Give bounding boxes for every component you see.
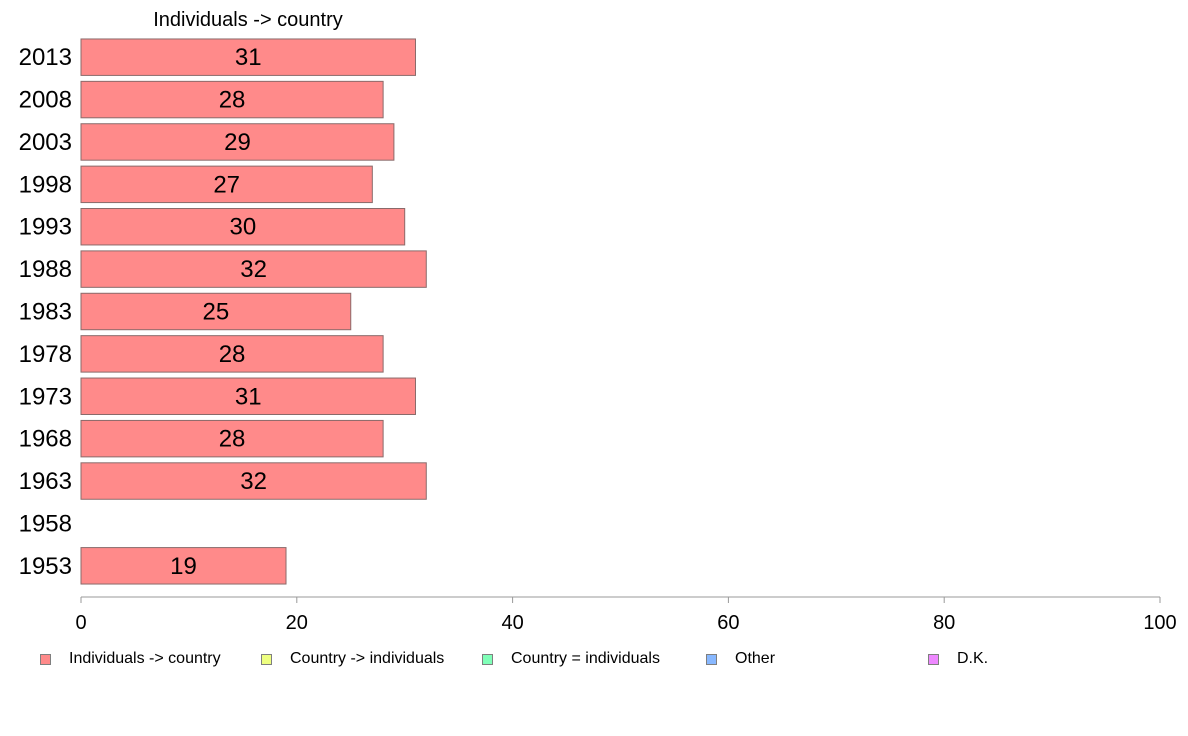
- legend-item: Other: [706, 650, 775, 668]
- y-tick-label: 1968: [19, 426, 72, 453]
- y-tick-label: 1978: [19, 341, 72, 368]
- data-label: 32: [240, 256, 267, 283]
- y-tick-label: 1958: [19, 510, 72, 537]
- y-tick-label: 2003: [19, 129, 72, 156]
- x-tick-label: 0: [75, 612, 86, 634]
- bar: [80, 377, 416, 415]
- data-label: 28: [219, 426, 246, 453]
- bar: [80, 462, 427, 500]
- y-tick-label: 2013: [19, 44, 72, 71]
- x-tick-label: 100: [1143, 612, 1176, 634]
- bar: [80, 165, 373, 204]
- legend-swatch: [706, 653, 717, 665]
- data-label: 19: [170, 553, 197, 580]
- y-tick-label: 2008: [19, 87, 72, 114]
- x-tick-label: 20: [286, 612, 308, 634]
- chart-title: Individuals -> country: [153, 9, 343, 31]
- legend-item: Individuals -> country: [40, 650, 221, 668]
- bar: [80, 335, 384, 373]
- x-tick-label: 80: [933, 612, 955, 634]
- x-tick-label: 40: [501, 612, 523, 634]
- legend-swatch: [261, 653, 272, 665]
- bar: [80, 547, 287, 585]
- data-label: 32: [240, 468, 267, 495]
- legend-swatch: [40, 653, 51, 665]
- bar: [80, 38, 416, 76]
- y-tick-label: 1973: [19, 383, 72, 410]
- data-label: 31: [235, 383, 262, 410]
- y-tick-label: 1953: [19, 553, 72, 580]
- legend-item: D.K.: [928, 650, 988, 668]
- bar: [80, 80, 384, 119]
- y-tick-label: 1988: [19, 256, 72, 283]
- legend-item: Country = individuals: [482, 650, 660, 668]
- legend-label: Individuals -> country: [69, 650, 221, 667]
- chart-legend: Individuals -> country Country -> individ…: [40, 650, 1180, 674]
- legend-label: Country -> individuals: [290, 650, 445, 667]
- y-tick-label: 1993: [19, 214, 72, 241]
- data-label: 25: [203, 299, 230, 326]
- y-tick-label: 1983: [19, 299, 72, 326]
- legend-label: Other: [735, 650, 776, 667]
- data-label: 27: [213, 171, 240, 198]
- bar: [80, 123, 395, 161]
- data-label: 28: [219, 87, 246, 114]
- legend-item: Country -> individuals: [261, 650, 444, 668]
- data-label: 29: [224, 129, 251, 156]
- bar: [80, 250, 427, 288]
- legend-label: Country = individuals: [511, 650, 660, 667]
- bar: [80, 208, 406, 246]
- bar: [80, 292, 352, 331]
- y-tick-label: 1963: [19, 468, 72, 495]
- legend-swatch: [928, 653, 939, 665]
- bar: [80, 419, 384, 458]
- x-tick-label: 60: [717, 612, 739, 634]
- legend-swatch: [482, 653, 493, 665]
- data-label: 31: [235, 44, 262, 71]
- legend-label: D.K.: [957, 650, 989, 667]
- y-tick-label: 1998: [19, 171, 72, 198]
- data-label: 30: [229, 214, 256, 241]
- data-label: 28: [219, 341, 246, 368]
